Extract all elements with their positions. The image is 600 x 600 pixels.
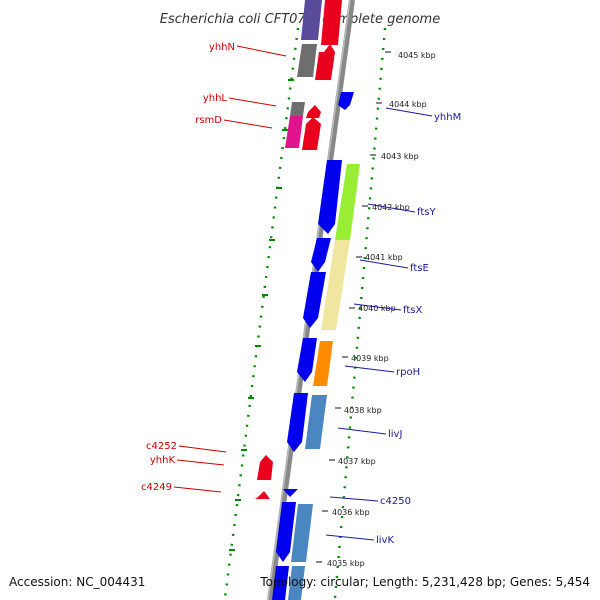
feature-yhhL-gene	[306, 105, 321, 118]
tick-label-4038: 4038 kbp	[344, 406, 382, 415]
feature-rpoH-gene	[297, 338, 317, 382]
right-leader-lines	[325, 107, 433, 541]
feature-yhhM-gene	[338, 92, 354, 110]
gene-label-c4250[interactable]: c4250	[380, 496, 411, 507]
feature-ftsE-ftsX-cog	[321, 240, 350, 330]
feature-ftsY-cog	[335, 164, 360, 240]
feature-yhhL-cog	[290, 102, 305, 116]
tick-label-4037: 4037 kbp	[338, 457, 376, 466]
tick-label-4045: 4045 kbp	[398, 51, 436, 60]
map-title: Escherichia coli CFT073, complete genome	[160, 12, 440, 27]
feature-livJ-cog	[305, 395, 327, 449]
topology-label: Topology: circular; Length: 5,231,428 bp…	[259, 575, 590, 589]
tick-label-4041: 4041 kbp	[365, 253, 403, 262]
feature-c4252-gene	[257, 455, 273, 480]
feature-c4250-gene	[283, 489, 298, 497]
gene-label-c4249[interactable]: c4249	[141, 482, 172, 493]
tick-label-4035: 4035 kbp	[327, 559, 365, 568]
feature-rpoH-cog	[313, 341, 333, 386]
gene-label-yhhL[interactable]: yhhL	[203, 93, 228, 104]
gene-label-livJ[interactable]: livJ	[388, 429, 402, 440]
gene-label-livK[interactable]: livK	[376, 535, 394, 546]
feature-ftsE-gene	[311, 238, 331, 272]
feature-livJ-gene	[287, 393, 308, 452]
gene-label-c4252[interactable]: c4252	[146, 441, 177, 452]
tick-label-4043: 4043 kbp	[381, 152, 419, 161]
feature-gene-top-red	[321, 0, 342, 45]
gene-label-rsmD[interactable]: rsmD	[195, 115, 222, 126]
feature-ftsY-gene	[318, 160, 342, 234]
feature-livK-gene	[276, 502, 296, 562]
feature-livK-cog	[291, 504, 313, 562]
tick-label-4040: 4040 kbp	[358, 304, 396, 313]
tick-marks	[316, 51, 391, 563]
feature-yhhN-cog	[297, 44, 317, 77]
feature-cog-top-purple	[301, 0, 322, 40]
feature-rsmD-gene	[302, 117, 321, 150]
feature-cog-bottom-steelblue	[288, 566, 305, 600]
inner-ring-marks	[229, 79, 294, 551]
gene-label-rpoH[interactable]: rpoH	[396, 367, 420, 378]
feature-c4249-gene	[255, 491, 270, 499]
tick-label-4036: 4036 kbp	[332, 508, 370, 517]
gene-label-ftsE[interactable]: ftsE	[410, 263, 429, 274]
feature-gene-bottom-blue	[272, 566, 289, 600]
accession-label: Accession: NC_004431	[9, 575, 145, 589]
gene-label-ftsX[interactable]: ftsX	[403, 305, 422, 316]
left-leader-lines	[173, 45, 287, 493]
tick-label-4039: 4039 kbp	[351, 354, 389, 363]
gene-label-yhhM[interactable]: yhhM	[434, 112, 461, 123]
gene-label-yhhK[interactable]: yhhK	[150, 455, 176, 466]
gene-label-yhhN[interactable]: yhhN	[209, 42, 235, 53]
feature-ftsX-gene	[303, 272, 326, 328]
feature-rsmD-cog	[285, 116, 303, 148]
feature-yhhN-gene	[315, 44, 335, 80]
gene-label-ftsY[interactable]: ftsY	[417, 207, 436, 218]
tick-label-4044: 4044 kbp	[389, 100, 427, 109]
